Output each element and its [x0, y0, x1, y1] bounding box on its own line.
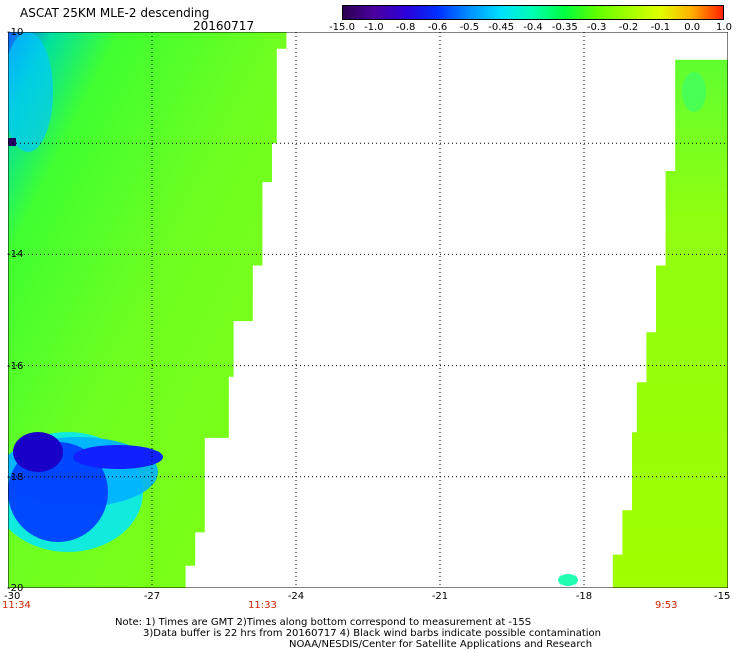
- colorbar: [342, 5, 724, 20]
- x-axis-label: -24: [287, 591, 305, 602]
- y-axis-label: -10: [7, 27, 24, 38]
- colorbar-label: -15.0: [329, 22, 355, 33]
- time-right: 9:53: [655, 600, 678, 611]
- note-line-1: Note: 1) Times are GMT 2)Times along bot…: [115, 617, 532, 628]
- y-axis-label: -14: [7, 249, 24, 261]
- note-line-3: NOAA/NESDIS/Center for Satellite Applica…: [289, 639, 593, 650]
- colorbar-label: 1.0: [716, 22, 732, 33]
- colorbar-label: -0.45: [488, 22, 515, 33]
- colorbar-label: -0.1: [650, 22, 671, 33]
- colorbar-label: -0.8: [395, 22, 416, 33]
- x-axis-label: -18: [575, 591, 593, 602]
- colorbar-label: -0.6: [427, 22, 448, 33]
- y-axis-label: -16: [7, 360, 24, 372]
- map-plot: [8, 32, 728, 588]
- colorbar-label: -0.4: [523, 22, 543, 33]
- map-date: 20160717: [193, 19, 255, 33]
- y-axis-label: -18: [7, 471, 24, 483]
- colorbar-label: -0.3: [586, 22, 607, 33]
- map-title: ASCAT 25KM MLE-2 descending: [20, 6, 210, 20]
- y-axis-label: -20: [7, 583, 24, 594]
- x-axis-label: -27: [143, 591, 161, 602]
- x-axis-label: -30: [4, 591, 21, 602]
- colorbar-label: -0.5: [459, 22, 480, 33]
- colorbar-label: -1.0: [364, 22, 384, 33]
- x-axis-label: -21: [431, 591, 449, 602]
- time-middle: 11:33: [248, 600, 277, 611]
- colorbar-label: 0.0: [684, 22, 701, 33]
- time-left: 11:34: [2, 600, 31, 611]
- colorbar-label: -0.35: [551, 22, 578, 33]
- colorbar-label: -0.2: [618, 22, 639, 33]
- wind-anomaly-layer: [8, 32, 706, 586]
- map-grid: [8, 32, 728, 588]
- swath-east: [612, 59, 728, 588]
- x-axis-label: -15: [714, 591, 731, 602]
- note-line-2: 3)Data buffer is 22 hrs from 20160717 4)…: [143, 628, 601, 639]
